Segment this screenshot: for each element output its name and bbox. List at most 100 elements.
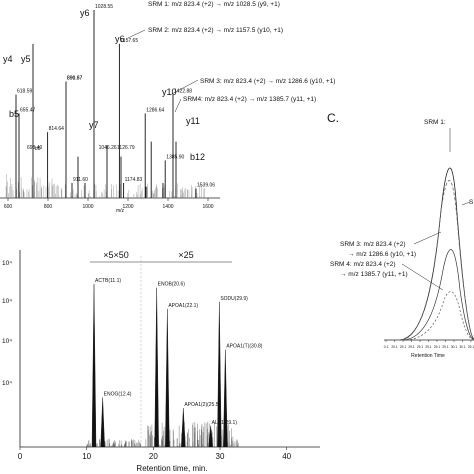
panel-c-srm3-transition: → m/z 1286.6 (y10, +1) — [348, 251, 416, 258]
panel-c-label: C. — [327, 111, 339, 125]
srm3-trace — [403, 249, 474, 341]
srm2-pointer — [127, 29, 146, 39]
spectrum-peak-label: 1046.26 — [99, 145, 117, 151]
panel-c-x-tick-label: 29.1 — [400, 345, 406, 349]
spectrum-peak-label: 618.59 — [17, 89, 33, 95]
panel-c-srm4-transition: → m/z 1385.7 (y11, +1) — [340, 271, 408, 278]
chromatogram-x-tick-label: 30 — [216, 452, 225, 461]
ion-label-y11: y11 — [186, 116, 200, 126]
ion-label-y5: y5 — [21, 54, 31, 64]
spectrum-x-tick-label: 600 — [4, 204, 13, 210]
chromatogram-panel: 10⁴ 10⁴ 10⁴ 10⁴ 0 10 20 30 40 Retention time, m… — [2, 250, 320, 473]
spectrum-x-ticks: 600 800 1000 1200 1400 1600 — [4, 198, 214, 210]
chromatogram-peak-label: ENOB(20.6) — [158, 282, 186, 288]
spectrum-peak-label: 1157.65 — [120, 38, 138, 44]
ion-label-b5: b5 — [9, 109, 19, 119]
chromatogram-x-tick-label: 10 — [82, 452, 91, 461]
chromatogram-x-label: Retention time, min. — [136, 464, 207, 473]
panel-c-x-tick-label: 29.1 — [434, 345, 440, 349]
chromatogram-peak — [217, 301, 222, 448]
chromatogram-peak-label: ENOG(12.4) — [104, 391, 132, 397]
chromatogram-peak-label: ALB1(29.1) — [212, 420, 238, 426]
srm2-label: SRM 2: m/z 823.4 (+2) → m/z 1157.5 (y10,… — [148, 27, 283, 34]
chromatogram-x-ticks: 0 10 20 30 40 — [18, 447, 292, 461]
panel-c: C. 0.1 20.1 29.1 29.1 29.1 29.1 29.1 29.1 30.1 30… — [327, 111, 474, 359]
ion-label-y7: y7 — [89, 120, 99, 130]
spectrum-x-tick-label: 1000 — [82, 204, 93, 210]
panel-c-srm3-pointer — [413, 231, 442, 245]
chromatogram-peak-label: APOA1(2)(25.5) — [184, 402, 220, 408]
chromatogram-peak — [223, 349, 228, 448]
srm3-pointer — [169, 79, 199, 96]
spectrum-peak-label: 1539.06 — [197, 183, 215, 189]
panel-c-srm4-pointer — [401, 263, 444, 291]
panel-c-x-tick-label: 29.1 — [425, 345, 431, 349]
ion-label-y4: y4 — [3, 54, 13, 64]
srm4-trace — [405, 291, 474, 341]
chromatogram-peak — [154, 287, 159, 448]
chromatogram-peak — [181, 408, 186, 448]
panel-c-x-label: Retention Time — [411, 353, 445, 359]
chromatogram-peak — [208, 425, 213, 448]
chromatogram-peak — [165, 308, 170, 448]
chromatogram-y-tick-label: 10⁴ — [2, 298, 12, 305]
chromatogram-peak — [91, 284, 97, 448]
spectrum-peak-labels: 1028.55 1157.65 890.37 655.47 911.60 1286.64 1… — [17, 4, 215, 189]
spectrum-peak-label: 890.37 — [67, 75, 83, 81]
spectrum-x-tick-label: 1200 — [122, 204, 133, 210]
panel-c-srm4-label: SRM 4: m/z 823.4 (+2) — [330, 261, 396, 268]
spectrum-peak-label: 911.60 — [73, 177, 88, 183]
chromatogram-x-tick-label: 20 — [149, 452, 158, 461]
srm4-label: SRM4: m/z 823.4 (+2) → m/z 1385.7 (y11, … — [183, 96, 316, 103]
panel-c-srm3-label: SRM 3: m/z 823.4 (+2) — [340, 241, 406, 248]
panel-c-x-tick-label: 30.1 — [459, 345, 465, 349]
spectrum-peak-label: 1385.90 — [166, 154, 184, 160]
chromatogram-peak-label: ACTB(11.1) — [95, 278, 121, 284]
panel-c-truncated-pointer — [461, 201, 471, 206]
panel-c-x-ticks: 0.1 20.1 29.1 29.1 29.1 29.1 29.1 29.1 30.1 30.1 2… — [384, 340, 474, 349]
chromatogram-peak-labels: ACTB(11.1) ENOG(12.4) ENOB(20.6) APOA1(22.1… — [95, 278, 263, 426]
spectrum-panel: 1028.55 1157.65 890.37 655.47 911.60 1286.64 1… — [0, 1, 335, 214]
srm4-pointer — [174, 98, 182, 113]
panel-c-x-tick-label: 29.1 — [442, 345, 448, 349]
spectrum-peak-label: 814.64 — [49, 126, 65, 132]
spectrum-peak-label: 1422.88 — [174, 89, 192, 95]
panel-c-x-tick-label: 30.1 — [451, 345, 457, 349]
spectrum-peak-label: 1174.83 — [125, 177, 143, 183]
spectrum-x-tick-label: 1400 — [162, 204, 173, 210]
chromatogram-y-ticks: 10⁴ 10⁴ 10⁴ 10⁴ — [2, 260, 12, 387]
chromatogram-y-tick-label: 10⁴ — [2, 380, 12, 387]
spectrum-peak-label: 693.40 — [27, 145, 43, 151]
scale-label-2: ×25 — [178, 250, 193, 260]
spectrum-peak-label: 1286.64 — [146, 107, 164, 113]
chromatogram-x-tick-label: 40 — [282, 452, 291, 461]
spectrum-noise — [5, 174, 205, 198]
spectrum-peaks — [15, 10, 197, 198]
spectrum-peak-label: 891.67 — [67, 75, 83, 81]
ion-label-y6-top: y6 — [80, 8, 90, 18]
chromatogram-y-tick-label: 10⁴ — [2, 338, 12, 345]
ion-label-y10: y10 — [162, 87, 177, 97]
ion-label-b9: b9 — [35, 146, 41, 152]
panel-c-srm1-label: SRM 1: — [424, 119, 446, 126]
spectrum-x-tick-label: 1600 — [202, 204, 213, 210]
panel-c-x-tick-label: 29.1 — [468, 345, 474, 349]
chromatogram-y-tick-label: 10⁴ — [2, 260, 12, 267]
chromatogram-peak-label: APOA1(22.1) — [168, 303, 198, 309]
chromatogram-peak-label: APOA1(T)(30.8) — [226, 344, 262, 350]
chromatogram-peaks — [91, 284, 228, 448]
ion-label-y6: y6 — [115, 34, 125, 44]
panel-c-x-tick-label: 29.1 — [417, 345, 423, 349]
scale-label-1: ×5×50 — [103, 250, 129, 260]
panel-c-x-tick-label: 20.1 — [391, 345, 397, 349]
panel-c-x-tick-label: 0.1 — [384, 345, 389, 349]
chromatogram-peak-label: SODU(29.9) — [220, 296, 248, 302]
spectrum-peak-label: 655.47 — [20, 107, 36, 113]
spectrum-peak-label: 1028.55 — [95, 4, 113, 10]
panel-c-x-tick-label: 29.1 — [408, 345, 414, 349]
srm1-label: SRM 1: m/z 823.4 (+2) → m/z 1028.5 (y9, … — [148, 1, 280, 8]
ion-label-b12: b12 — [190, 152, 205, 162]
panel-c-truncated-label: S — [469, 199, 474, 206]
spectrum-x-tick-label: 800 — [44, 204, 53, 210]
